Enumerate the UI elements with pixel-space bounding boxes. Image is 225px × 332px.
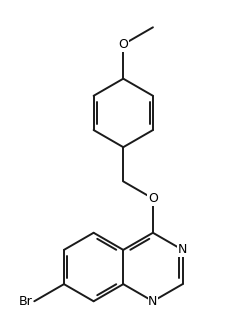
Text: O: O	[118, 38, 128, 51]
Text: Br: Br	[19, 295, 32, 308]
Text: O: O	[147, 192, 157, 205]
Text: N: N	[148, 295, 157, 308]
Text: N: N	[177, 243, 187, 256]
